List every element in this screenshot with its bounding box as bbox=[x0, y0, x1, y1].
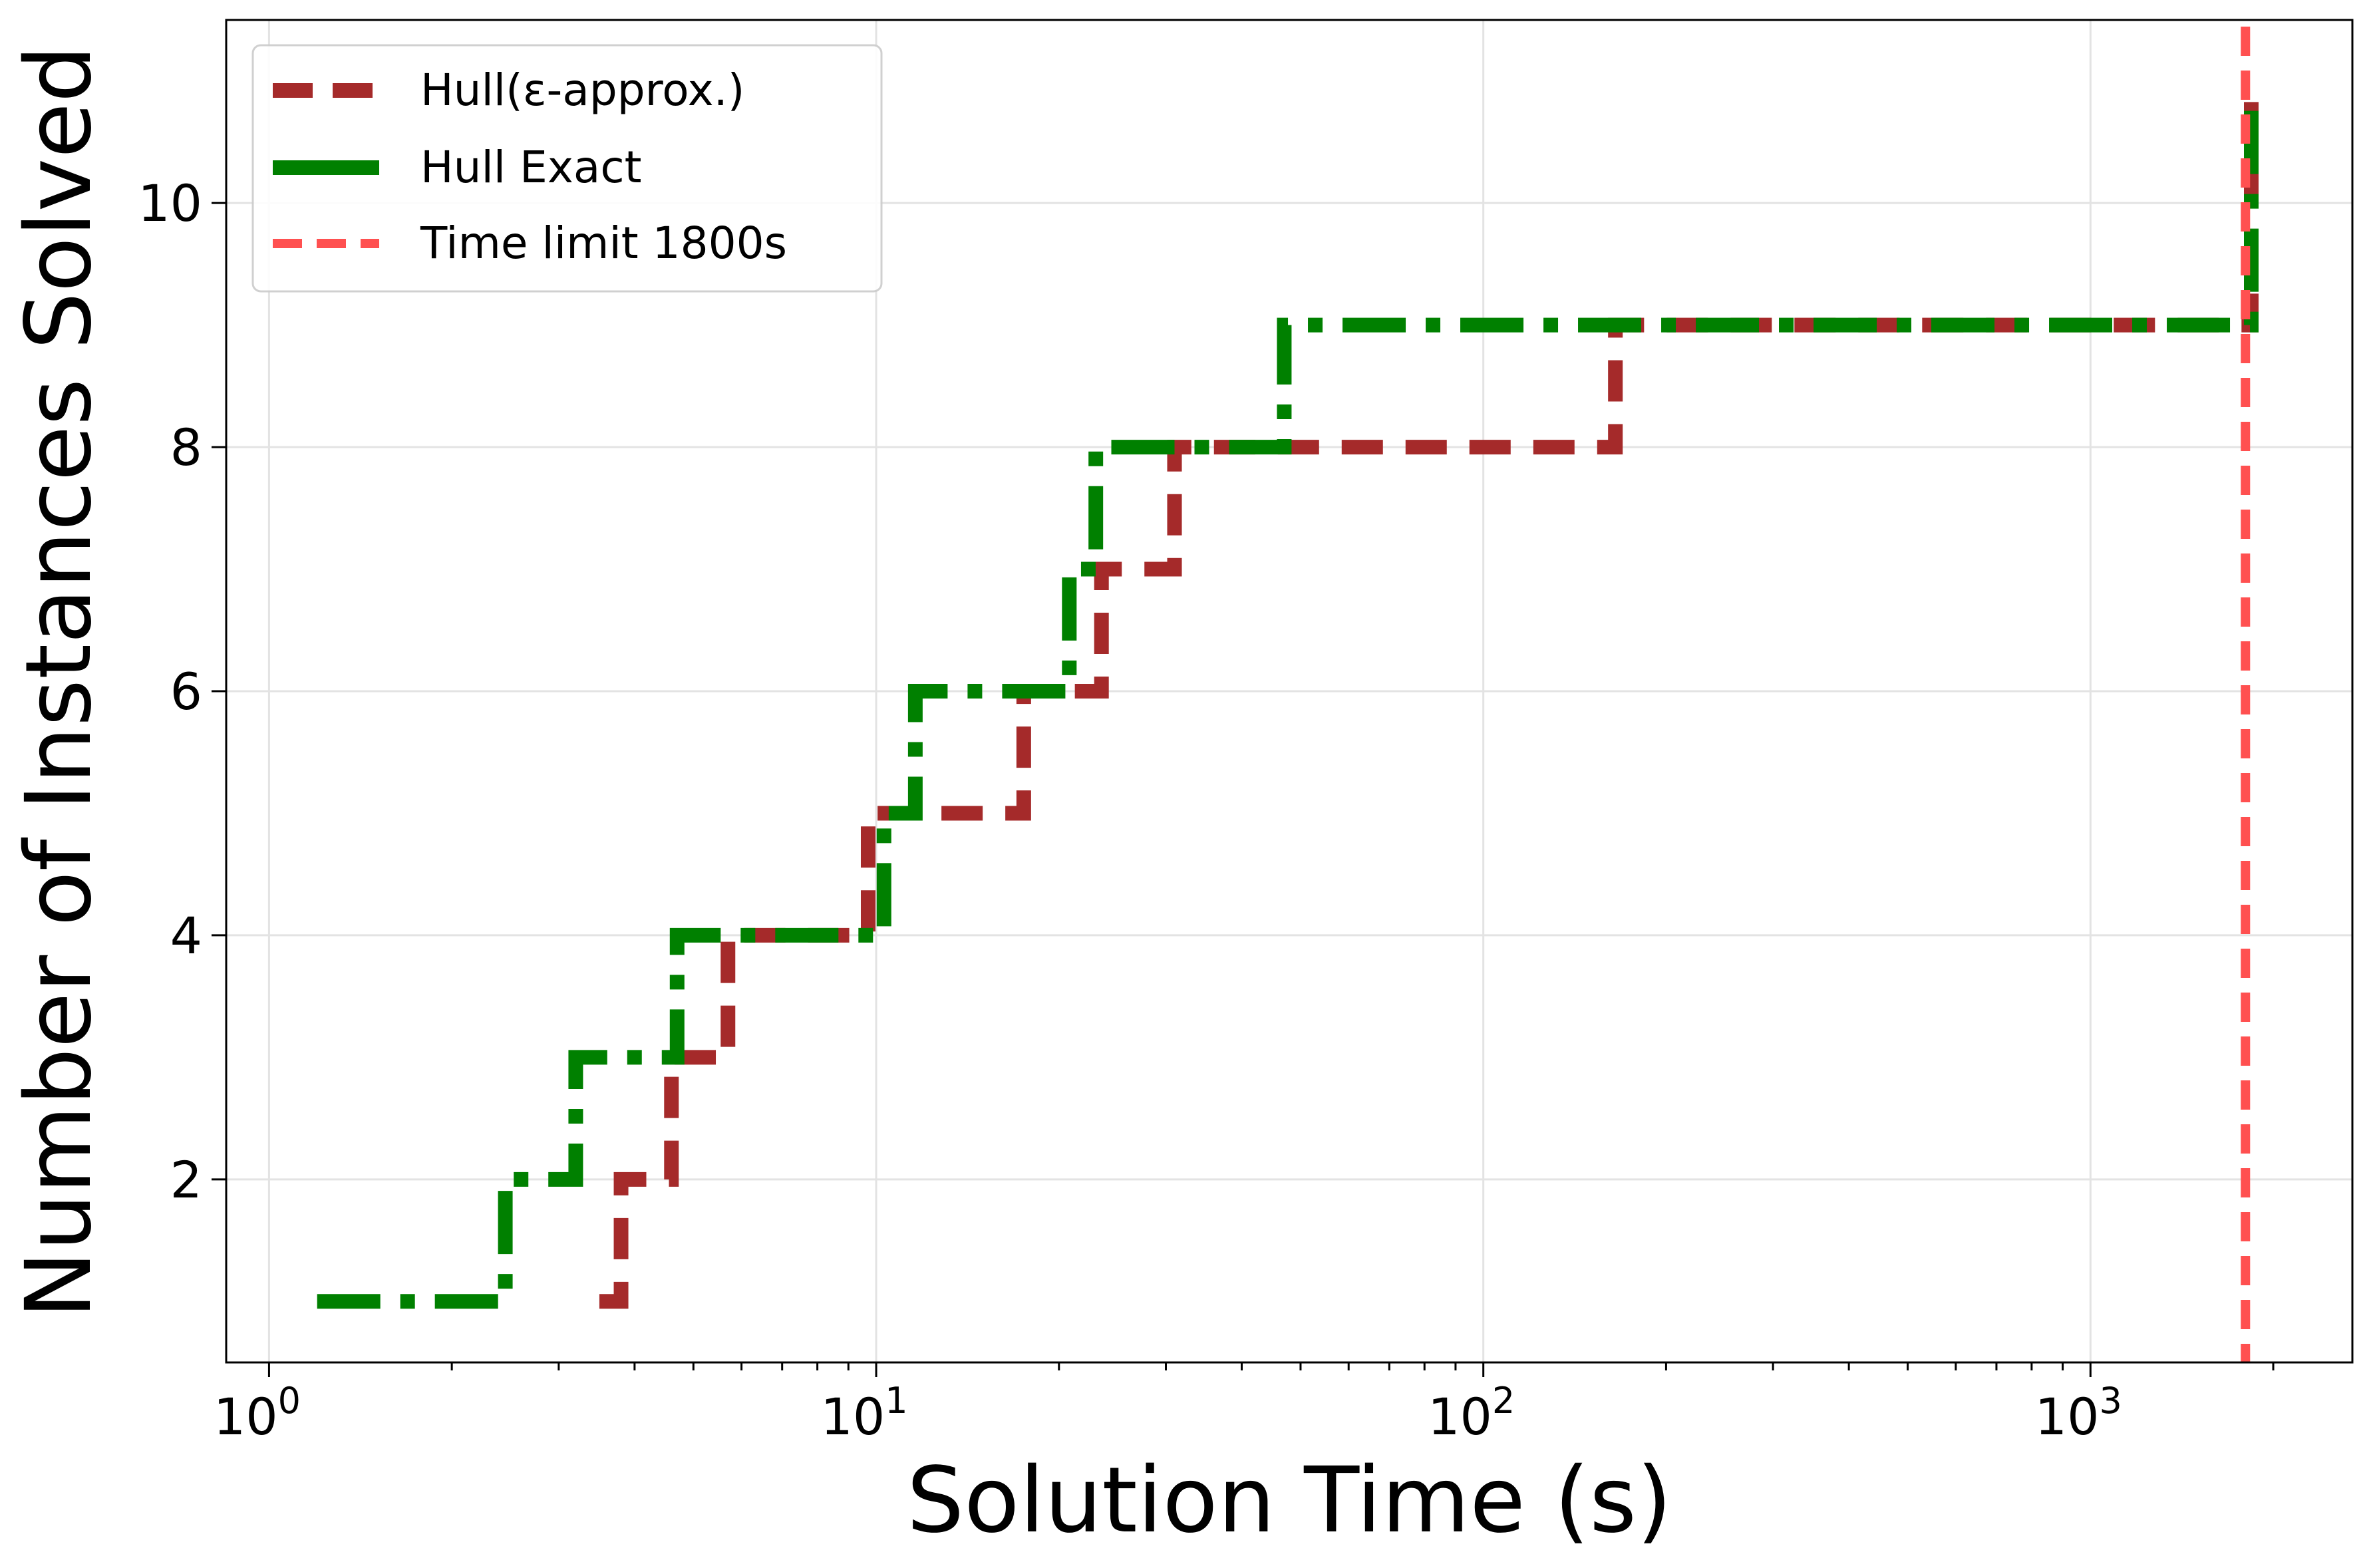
x-tick-exponent: 0 bbox=[278, 1380, 301, 1422]
y-tick-label: 6 bbox=[170, 662, 202, 721]
y-tick-label: 10 bbox=[138, 174, 202, 233]
legend-label-time-limit: Time limit 1800s bbox=[420, 218, 787, 269]
x-tick-label: 103 bbox=[2035, 1380, 2122, 1446]
x-tick-exponent: 3 bbox=[2100, 1380, 2122, 1422]
legend-box bbox=[251, 44, 883, 293]
y-tick-label: 2 bbox=[170, 1150, 202, 1209]
legend-label-exact: Hull Exact bbox=[420, 142, 641, 193]
legend: Hull(ε-approx.) Hull Exact Time limit 18… bbox=[251, 44, 883, 293]
x-tick-exponent: 1 bbox=[885, 1380, 907, 1422]
series-layer bbox=[317, 27, 2259, 1362]
x-axis-label: Solution Time (s) bbox=[907, 1448, 1672, 1553]
series-line-approx bbox=[599, 93, 2259, 1309]
series-line-exact bbox=[317, 93, 2259, 1309]
y-axis-label: Number of Instances Solved bbox=[7, 45, 112, 1319]
y-tick-label: 4 bbox=[170, 906, 202, 965]
y-tick-label: 8 bbox=[170, 418, 202, 477]
x-tick-exponent: 2 bbox=[1492, 1380, 1515, 1422]
legend-label-approx: Hull(ε-approx.) bbox=[420, 65, 744, 116]
